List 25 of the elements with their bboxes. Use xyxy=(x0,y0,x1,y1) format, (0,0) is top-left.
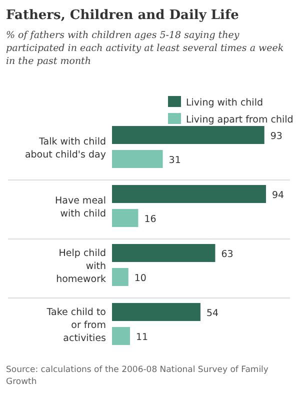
bar xyxy=(112,268,128,286)
data-label: 11 xyxy=(136,332,148,343)
legend-label: Living apart from child xyxy=(186,114,294,126)
data-label: 63 xyxy=(221,249,234,260)
chart-title: Fathers, Children and Daily Life xyxy=(6,8,239,23)
data-label: 94 xyxy=(272,190,284,201)
chart-subtitle: % of fathers with children ages 5-18 saying they participated in each activity at least several times a week in the past month xyxy=(6,30,284,67)
bar xyxy=(112,126,264,144)
bar xyxy=(112,209,138,227)
bar xyxy=(112,244,216,262)
legend-label: Living with child xyxy=(186,98,263,108)
data-label: 10 xyxy=(134,273,146,284)
bar xyxy=(112,303,200,321)
data-label: 54 xyxy=(206,308,219,319)
data-label: 93 xyxy=(270,131,282,142)
bar xyxy=(112,185,266,203)
bar xyxy=(112,150,163,168)
bar xyxy=(112,327,130,345)
y-tick-label: Have meal with child xyxy=(54,196,106,220)
y-tick-label: Take child to or from activities xyxy=(46,307,106,344)
data-label: 31 xyxy=(168,155,181,166)
y-tick-label: Talk with child about child's day xyxy=(24,136,106,160)
y-tick-label: Help child with homework xyxy=(56,248,106,285)
source-note: Source: calculations of the 2006-08 National Survey of Family Growth xyxy=(6,365,268,387)
data-label: 16 xyxy=(144,214,156,225)
